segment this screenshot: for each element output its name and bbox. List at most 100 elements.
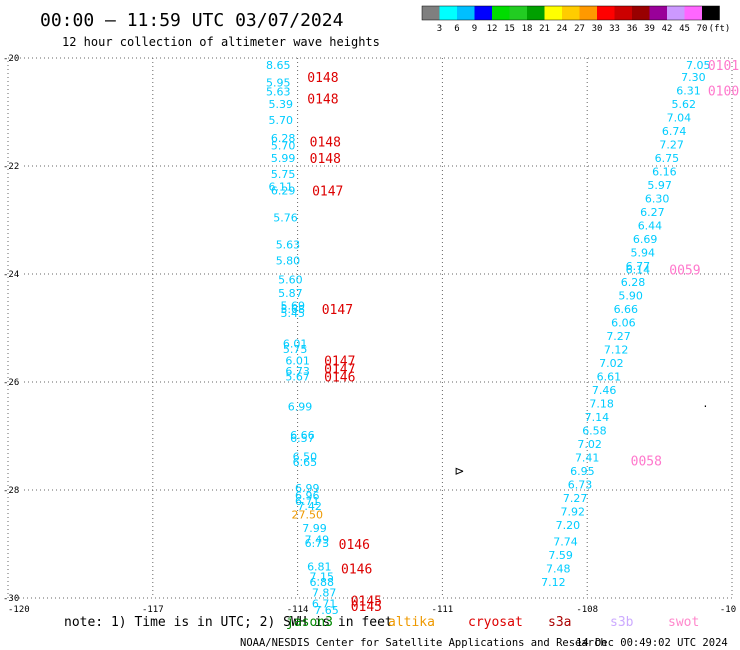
- pass-time-label: 0147: [324, 363, 355, 378]
- wave-height-point: 6.74: [662, 125, 687, 138]
- wave-height-point: 5.99: [271, 152, 296, 165]
- wave-height-point: 6.75: [655, 152, 680, 165]
- legend-s3b: s3b: [610, 615, 634, 630]
- colorbar-label: 12: [487, 24, 498, 34]
- wave-height-point: 7.42: [297, 500, 322, 513]
- colorbar-label: 3: [437, 24, 442, 34]
- chart-title: 00:00 — 11:59 UTC 03/07/2024: [40, 10, 343, 31]
- wave-height-point: 6.01: [285, 354, 310, 367]
- wave-height-point: 6.73: [568, 479, 593, 492]
- wave-height-point: 7.04: [667, 111, 692, 124]
- x-tick-label: -108: [576, 605, 598, 615]
- wave-height-point: 6.44: [638, 219, 663, 232]
- pass-time-label: 0147: [324, 354, 355, 369]
- wave-height-point: 6.73: [305, 537, 330, 550]
- x-tick-label: -10: [720, 605, 736, 615]
- wave-height-point: 6.65: [293, 456, 318, 469]
- pass-time-label: 0058: [631, 454, 662, 469]
- footer: note: 1) Time is in UTC; 2) SWH is in fe…: [64, 615, 728, 649]
- wave-height-point: 7.30: [681, 71, 706, 84]
- wave-height-point: 6.29: [271, 184, 296, 197]
- y-tick-label: -20: [3, 54, 19, 64]
- x-tick-label: -111: [432, 605, 454, 615]
- wave-height-point: 5.97: [647, 179, 672, 192]
- wave-height-point: 6.50: [293, 451, 318, 464]
- colorbar-outline: [421, 5, 720, 21]
- y-tick-label: -26: [3, 378, 19, 388]
- colorbar-swatch: [614, 6, 632, 20]
- wave-height-point: 7.92: [560, 506, 585, 519]
- colorbar-swatch: [562, 6, 580, 20]
- wave-height-point: 7.74: [553, 535, 578, 548]
- colorbar-label: 36: [627, 24, 638, 34]
- satellite-legend: jason3 altika cryosat s3a s3b swot: [286, 615, 699, 630]
- footer-timestamp: 14 Dec 00:49:02 UTC 2024: [576, 637, 728, 649]
- wave-height-point: 7.99: [302, 522, 327, 535]
- wave-height-point: 5.68: [281, 303, 306, 316]
- wave-height-point: 6.69: [633, 233, 658, 246]
- colorbar-label: 45: [679, 24, 690, 34]
- colorbar-label: 6: [454, 24, 459, 34]
- wave-height-point: 5.95: [266, 76, 291, 89]
- wave-height-point: 6.88: [309, 576, 334, 589]
- pass-time-label: 0145: [351, 595, 382, 610]
- colorbar-label: 9: [472, 24, 477, 34]
- wave-height-point: 6.81: [307, 561, 332, 574]
- wave-height-point: 6.61: [597, 371, 622, 384]
- wave-height-point: 6.58: [582, 425, 607, 438]
- wave-height-point: 6.99: [288, 400, 313, 413]
- pass-time-label: 0147: [322, 303, 353, 318]
- wave-height-point: 6.96: [295, 489, 320, 502]
- wave-height-point: 7.20: [556, 519, 581, 532]
- y-tick-bg: [2, 376, 22, 387]
- wave-height-point: 6.14: [626, 264, 651, 277]
- wave-height-point: 7.14: [585, 411, 610, 424]
- colorbar-swatch: [597, 6, 615, 20]
- legend-s3a: s3a: [548, 615, 571, 630]
- wave-height-point: 6.28: [271, 132, 296, 145]
- wave-height-point: 7.12: [541, 576, 566, 589]
- wave-height-point: 5.70: [268, 114, 293, 127]
- wave-height-point: 5.67: [285, 371, 310, 384]
- colorbar-swatch: [457, 6, 475, 20]
- legend-altika: altika: [388, 615, 435, 630]
- pass-time-label: 0146: [341, 562, 372, 577]
- colorbar-swatch: [702, 6, 720, 20]
- pass-time-label: 0101: [708, 59, 739, 74]
- wave-height-point: 6.11: [268, 181, 293, 194]
- wave-height-point: 7.48: [546, 562, 571, 575]
- wave-height-point: 27.50: [292, 508, 324, 521]
- wave-height-point: 7.27: [563, 492, 588, 505]
- y-tick-bg: [2, 160, 22, 171]
- colorbar-swatch: [527, 6, 545, 20]
- wave-height-point: 6.66: [614, 303, 639, 316]
- colorbar-label: 42: [662, 24, 673, 34]
- pass-time-label: 0145: [351, 600, 382, 615]
- wave-height-point: 5.75: [271, 168, 296, 181]
- y-tick-label: -22: [3, 162, 19, 172]
- y-tick-label: -24: [3, 270, 19, 280]
- colorbar-swatch: [649, 6, 667, 20]
- wave-height-point: 7.41: [575, 452, 600, 465]
- colorbar-swatch: [439, 6, 457, 20]
- colorbar-label: 70: [697, 24, 708, 34]
- x-tick-label: -117: [142, 605, 164, 615]
- pass-time-label: 0059: [669, 264, 700, 279]
- colorbar-legend: 3 6 9 12 15 18 21 24 27 30 33 36 39 42 45 70 (ft): [421, 5, 730, 34]
- y-tick-label: -30: [3, 594, 19, 604]
- wave-height-point: 6.77: [626, 260, 651, 273]
- wave-height-point: 7.02: [599, 357, 624, 370]
- y-tick-bg: [2, 484, 22, 495]
- wave-height-point: 7.87: [312, 587, 337, 600]
- wave-height-point: 5.90: [618, 290, 643, 303]
- wave-height-point: 5.63: [276, 238, 301, 251]
- colorbar-swatch: [684, 6, 702, 20]
- colorbar-swatch: [544, 6, 562, 20]
- colorbar-swatch: [632, 6, 650, 20]
- footer-credit: NOAA/NESDIS Center for Satellite Applica…: [240, 637, 607, 649]
- wave-height-point: 5.69: [281, 299, 306, 312]
- wave-height-point: 5.62: [671, 98, 696, 111]
- wave-height-point: 5.76: [273, 211, 298, 224]
- colorbar-swatch: [579, 6, 597, 20]
- wave-height-point: 6.73: [285, 365, 310, 378]
